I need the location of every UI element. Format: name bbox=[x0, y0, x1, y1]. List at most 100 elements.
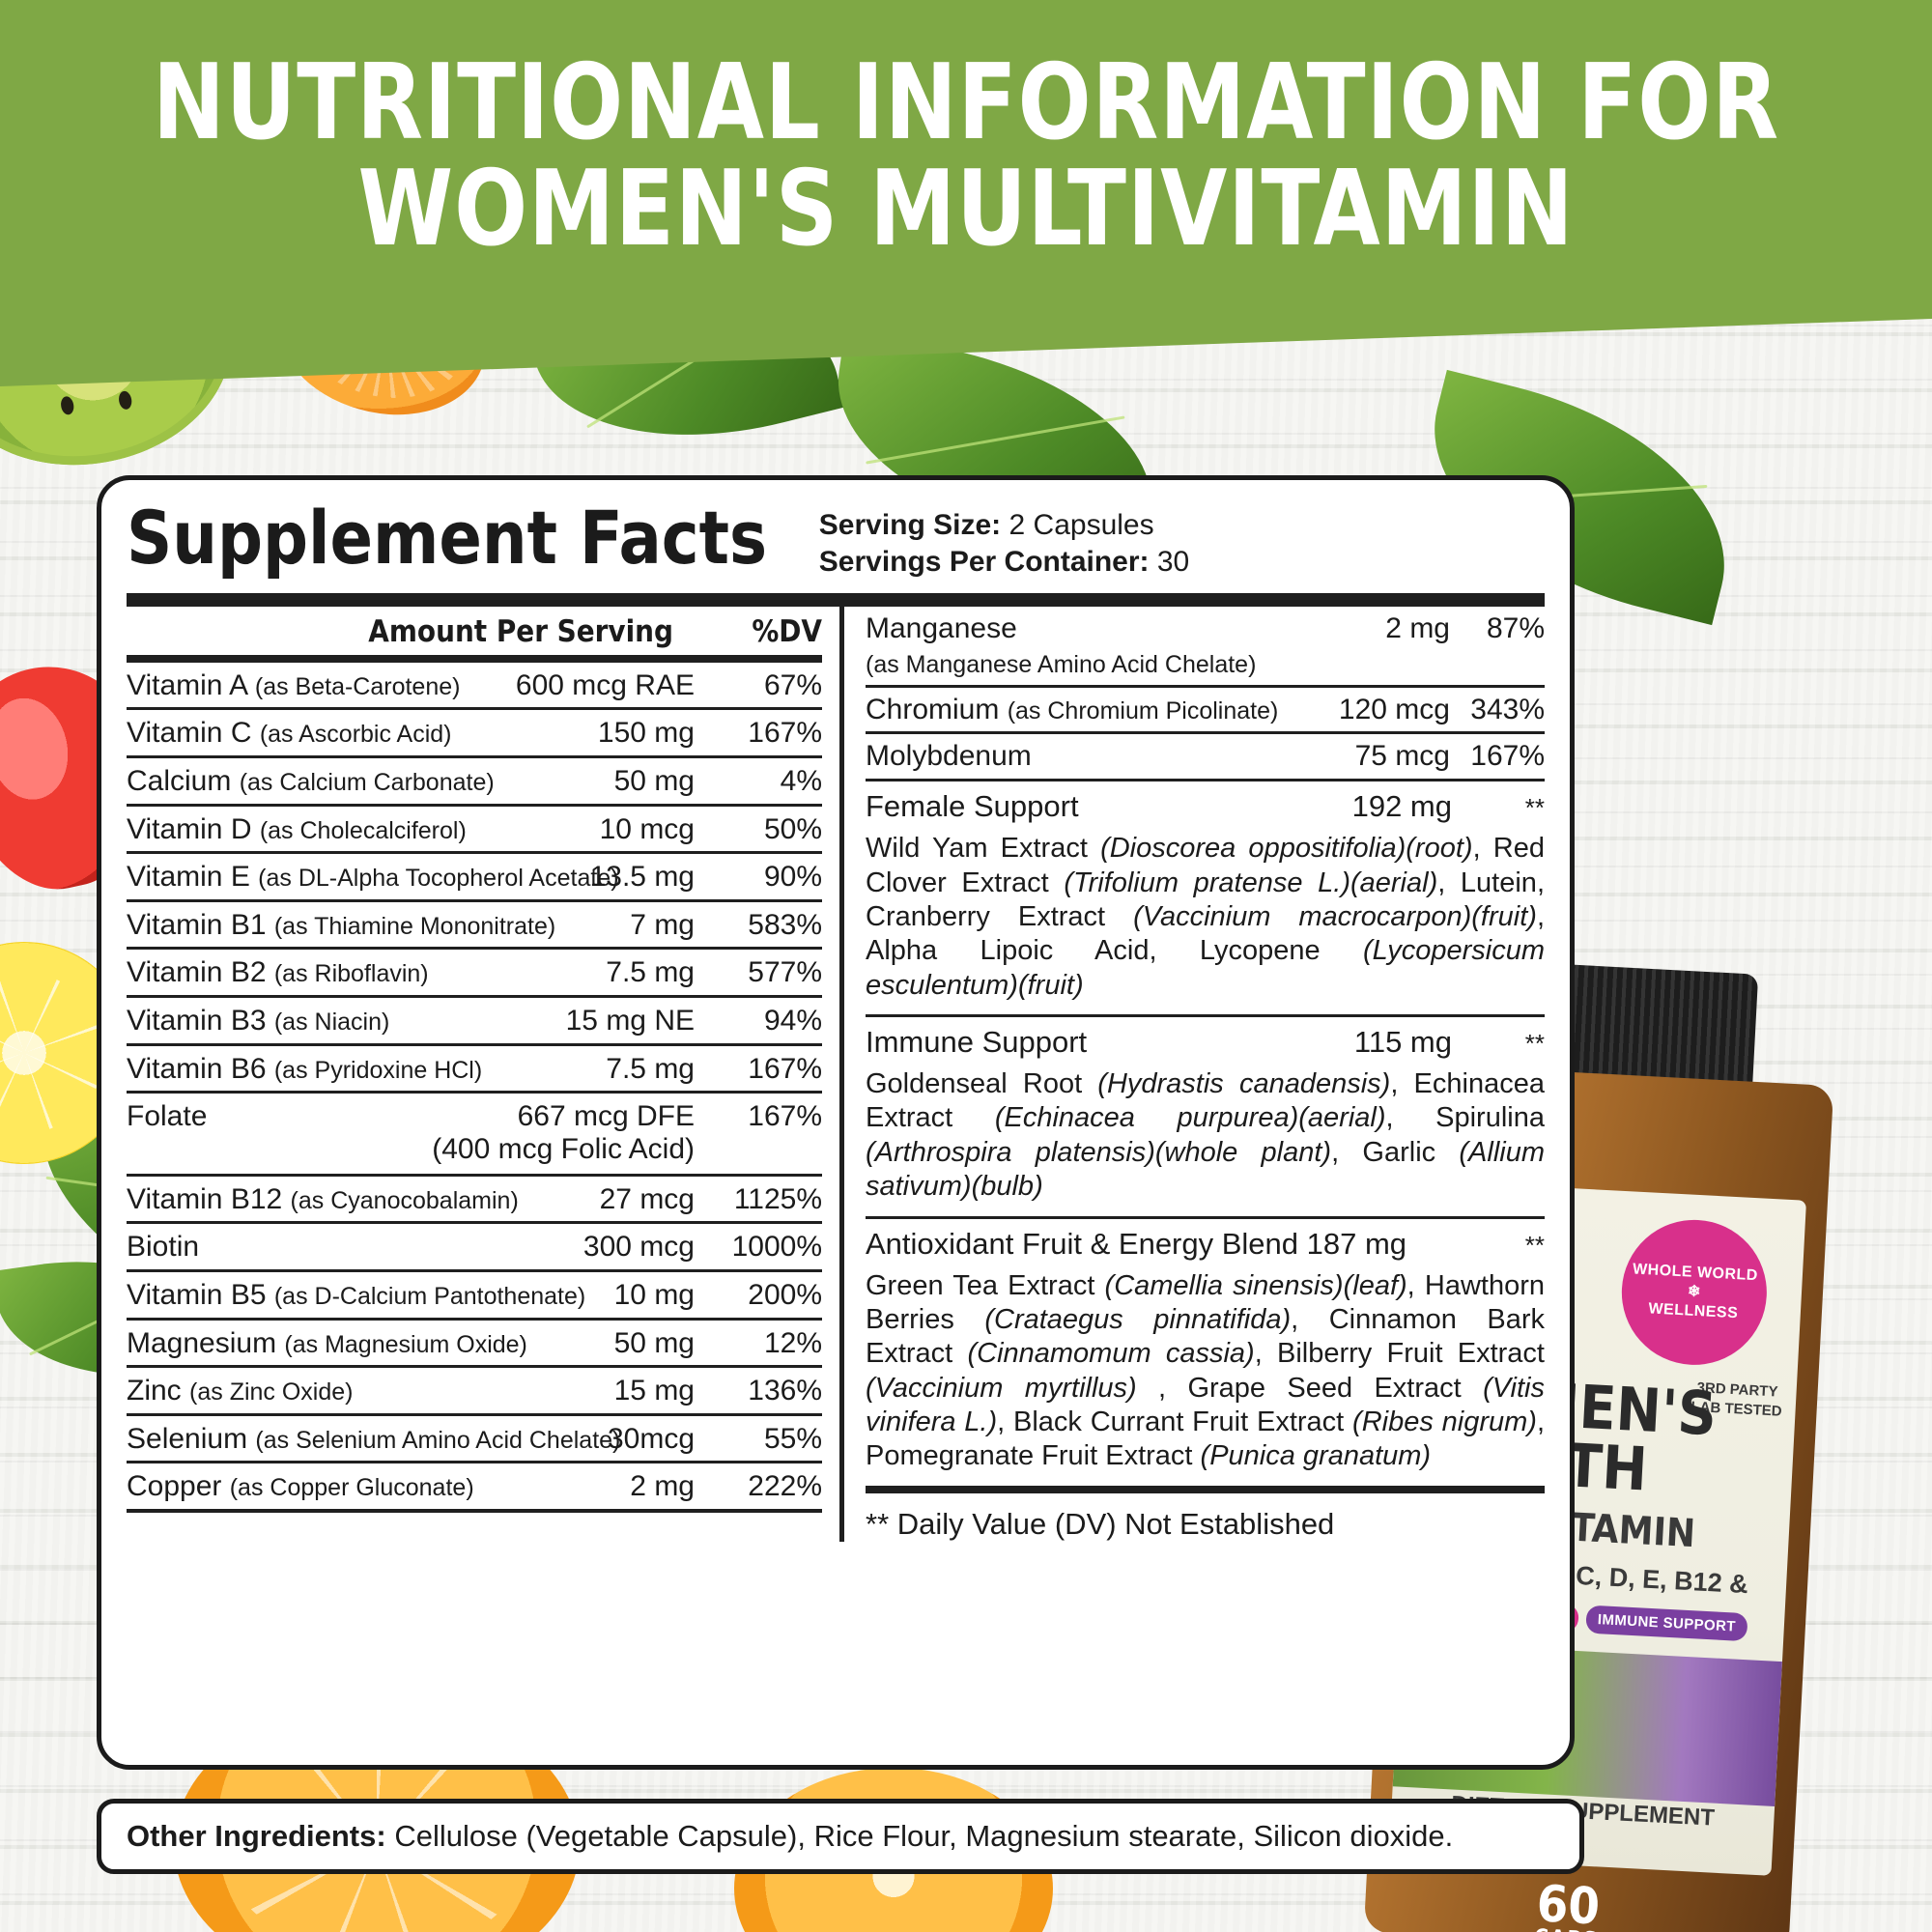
nutrient-dv: 167% bbox=[748, 717, 822, 750]
serving-size-row: Serving Size: 2 Capsules bbox=[819, 507, 1189, 544]
row-divider bbox=[866, 779, 1545, 782]
column-divider bbox=[839, 606, 844, 1542]
blend-name: Female Support bbox=[866, 789, 1079, 824]
nutrient-amount: 27 mcg bbox=[599, 1182, 695, 1215]
bottle-capsule-count: 60 CAPS bbox=[1479, 1875, 1656, 1932]
nutrient-row: Calcium (as Calcium Carbonate) 50 mg 4% bbox=[127, 758, 822, 804]
nutrient-name: Vitamin B2 (as Riboflavin) bbox=[127, 956, 429, 989]
nutrient-amount: 30mcg bbox=[607, 1422, 695, 1455]
nutrient-dv: 222% bbox=[748, 1470, 822, 1503]
nutrient-dv: 12% bbox=[763, 1326, 822, 1359]
header-divider-thick bbox=[127, 592, 1545, 607]
row-divider bbox=[127, 803, 822, 807]
amount-per-serving-header: Amount Per Serving bbox=[368, 613, 673, 649]
blend-dv: ** bbox=[1524, 793, 1545, 823]
blend-amount: 192 mg bbox=[1351, 789, 1452, 824]
nutrient-amount: 15 mg NE bbox=[565, 1004, 695, 1037]
blend-rows: Female Support 192 mg ** Wild Yam Extract (… bbox=[866, 781, 1545, 1486]
nutrient-name: Vitamin C (as Ascorbic Acid) bbox=[127, 717, 452, 750]
nutrient-name: Calcium (as Calcium Carbonate) bbox=[127, 764, 495, 797]
brand-name-line-2: WELLNESS bbox=[1648, 1300, 1739, 1322]
blend-divider bbox=[866, 1014, 1545, 1018]
fish-icon: ❄ bbox=[1687, 1283, 1702, 1301]
nutrient-dv: 1125% bbox=[733, 1182, 822, 1215]
row-divider bbox=[127, 1268, 822, 1272]
nutrient-name: Copper (as Copper Gluconate) bbox=[127, 1470, 474, 1503]
nutrient-row: Vitamin D (as Cholecalciferol) 10 mcg 50% bbox=[127, 807, 822, 852]
nutrient-amount: 7 mg bbox=[630, 908, 695, 941]
page-title-line-2: WOMEN'S MULTIVITAMIN bbox=[357, 149, 1575, 270]
nutrient-amount: 600 mcg RAE bbox=[515, 668, 695, 701]
row-divider bbox=[127, 1461, 822, 1464]
other-ingredients-box: Other Ingredients: Cellulose (Vegetable … bbox=[97, 1799, 1584, 1874]
nutrient-name: Chromium (as Chromium Picolinate) bbox=[866, 693, 1279, 725]
nutrient-dv: 167% bbox=[748, 1100, 822, 1133]
left-column-headers: Amount Per Serving %DV bbox=[127, 607, 822, 655]
blend-name: Immune Support bbox=[866, 1025, 1088, 1060]
nutrient-row: Vitamin B1 (as Thiamine Mononitrate) 7 mg… bbox=[127, 902, 822, 948]
nutrient-row: Vitamin B6 (as Pyridoxine HCl) 7.5 mg 167% bbox=[127, 1046, 822, 1092]
nutrient-amount: 13.5 mg bbox=[589, 861, 695, 894]
blend-amount: 115 mg bbox=[1353, 1025, 1452, 1060]
percent-dv-header: %DV bbox=[752, 613, 822, 649]
brand-badge: WHOLE WORLD ❄ WELLNESS bbox=[1618, 1216, 1771, 1369]
nutrient-row: Vitamin B5 (as D-Calcium Pantothenate) 10… bbox=[127, 1272, 822, 1318]
nutrient-name: Folate bbox=[127, 1100, 208, 1133]
nutrient-dv: 1000% bbox=[731, 1231, 822, 1264]
left-header-rule bbox=[127, 654, 822, 663]
blend-dv: ** bbox=[1524, 1230, 1545, 1260]
nutrient-name: Selenium (as Selenium Amino Acid Chelate… bbox=[127, 1422, 621, 1455]
nutrient-name: Molybdenum bbox=[866, 740, 1032, 773]
bottle-count-number: 60 bbox=[1535, 1875, 1602, 1932]
nutrient-row: Molybdenum 75 mcg 167% bbox=[866, 734, 1545, 779]
nutrient-row: Vitamin C (as Ascorbic Acid) 150 mg 167% bbox=[127, 710, 822, 755]
row-divider bbox=[127, 1317, 822, 1321]
serving-size-label: Serving Size: bbox=[818, 509, 1002, 541]
bottle-count-unit: CAPS bbox=[1479, 1926, 1654, 1932]
blend-name: Antioxidant Fruit & Energy Blend 187 mg bbox=[866, 1226, 1407, 1261]
nutrient-amount: 150 mg bbox=[597, 717, 695, 750]
nutrient-row: Vitamin B2 (as Riboflavin) 7.5 mg 577% bbox=[127, 950, 822, 995]
nutrient-dv: 136% bbox=[748, 1375, 822, 1407]
row-divider bbox=[127, 851, 822, 855]
blend-ingredients: Wild Yam Extract (Dioscorea oppositifoli… bbox=[866, 833, 1545, 1001]
row-divider bbox=[127, 1042, 822, 1046]
nutrient-rows-left: Vitamin A (as Beta-Carotene) 600 mcg RAE 6… bbox=[127, 663, 822, 1513]
row-divider bbox=[866, 731, 1545, 735]
blend-dv: ** bbox=[1524, 1029, 1545, 1059]
blend-header: Female Support 192 mg ** bbox=[866, 781, 1545, 828]
nutrient-name: Vitamin A (as Beta-Carotene) bbox=[127, 668, 461, 701]
nutrient-amount: 2 mg bbox=[1385, 611, 1450, 644]
page-title-line-1: NUTRITIONAL INFORMATION FOR bbox=[153, 43, 1779, 163]
green-header-banner: NUTRITIONAL INFORMATION FOR WOMEN'S MULT… bbox=[0, 0, 1932, 386]
nutrient-row: Chromium (as Chromium Picolinate) 120 mcg… bbox=[866, 688, 1545, 732]
nutrient-row: Vitamin E (as DL-Alpha Tocopherol Acetat… bbox=[127, 854, 822, 899]
servings-per-container-label: Servings Per Container: bbox=[818, 546, 1150, 579]
nutrient-name: Vitamin E (as DL-Alpha Tocopherol Acetat… bbox=[127, 861, 619, 894]
row-divider bbox=[127, 898, 822, 902]
nutrient-dv: 577% bbox=[748, 956, 822, 989]
nutrient-dv: 55% bbox=[763, 1422, 822, 1455]
other-ingredients-label: Other Ingredients: bbox=[127, 1819, 386, 1853]
nutrient-amount: 7.5 mg bbox=[606, 1052, 695, 1085]
nutrient-name: Vitamin B12 (as Cyanocobalamin) bbox=[127, 1182, 519, 1215]
supplement-facts-panel: Supplement Facts Serving Size: 2 Capsule… bbox=[97, 475, 1575, 1770]
nutrient-row: Zinc (as Zinc Oxide) 15 mg 136% bbox=[127, 1368, 822, 1413]
blend-ingredients: Green Tea Extract (Camellia sinensis)(le… bbox=[866, 1269, 1545, 1472]
row-divider bbox=[866, 684, 1545, 688]
nutrient-dv: 343% bbox=[1470, 693, 1545, 725]
nutrient-dv: 90% bbox=[763, 861, 822, 894]
nutrient-dv: 87% bbox=[1486, 611, 1545, 644]
nutrient-amount: 75 mcg bbox=[1354, 740, 1450, 773]
nutrient-amount: 2 mg bbox=[630, 1470, 695, 1503]
nutrient-name: Zinc (as Zinc Oxide) bbox=[127, 1375, 354, 1407]
nutrient-dv: 200% bbox=[748, 1278, 822, 1311]
nutrient-dv: 583% bbox=[748, 908, 822, 941]
serving-size-value: 2 Capsules bbox=[1009, 509, 1154, 541]
nutrient-amount: 7.5 mg bbox=[606, 956, 695, 989]
supplement-facts-title: Supplement Facts bbox=[127, 495, 768, 581]
row-divider bbox=[127, 1221, 822, 1225]
nutrient-row: Biotin 300 mcg 1000% bbox=[127, 1224, 822, 1269]
nutrient-row: Manganese 2 mg 87% bbox=[866, 607, 1545, 651]
